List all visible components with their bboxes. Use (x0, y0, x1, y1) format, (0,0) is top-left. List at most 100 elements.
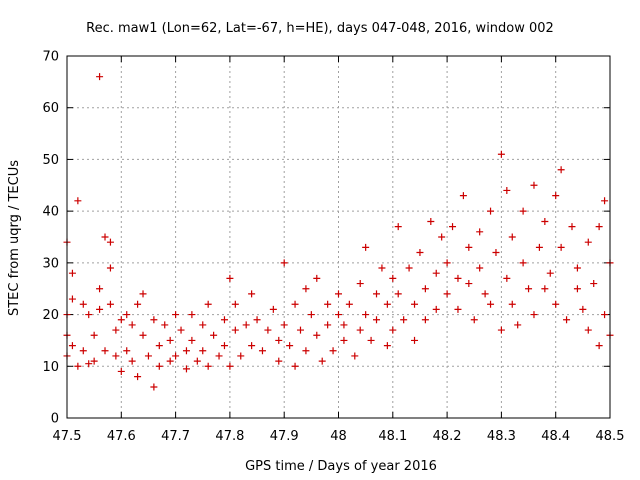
data-point (79, 300, 87, 308)
data-point (389, 274, 397, 282)
data-point (432, 305, 440, 313)
data-point (476, 264, 484, 272)
data-point (394, 290, 402, 298)
data-point (215, 352, 223, 360)
data-point (139, 331, 147, 339)
data-point (117, 367, 125, 375)
data-point (443, 290, 451, 298)
data-point (519, 207, 527, 215)
data-point (74, 197, 82, 205)
data-point (378, 264, 386, 272)
data-point (204, 300, 212, 308)
data-point (155, 342, 163, 350)
data-point (193, 357, 201, 365)
data-point (226, 362, 234, 370)
data-point (519, 259, 527, 267)
data-point (318, 357, 326, 365)
data-point (248, 290, 256, 298)
data-point (503, 274, 511, 282)
y-tick-label: 20 (42, 308, 59, 323)
data-point (465, 243, 473, 251)
x-tick-label: 48 (330, 429, 347, 444)
y-tick-label: 50 (42, 153, 59, 168)
data-point (340, 321, 348, 329)
data-point (68, 295, 76, 303)
x-tick-label: 47.5 (53, 429, 82, 444)
data-point (584, 326, 592, 334)
data-point (123, 347, 131, 355)
data-point (454, 274, 462, 282)
data-point (139, 290, 147, 298)
data-point (389, 326, 397, 334)
data-point (134, 300, 142, 308)
data-point (172, 311, 180, 319)
data-point (166, 336, 174, 344)
data-point (514, 321, 522, 329)
data-point (96, 305, 104, 313)
data-point (324, 321, 332, 329)
data-point (449, 223, 457, 231)
data-point (313, 274, 321, 282)
data-point (487, 207, 495, 215)
data-point (182, 347, 190, 355)
data-point (335, 290, 342, 298)
data-point (85, 311, 93, 319)
data-point (313, 331, 321, 339)
data-point (106, 300, 114, 308)
data-point (280, 259, 288, 267)
data-point (503, 186, 511, 194)
data-point (90, 331, 98, 339)
data-point (383, 300, 391, 308)
data-point (568, 223, 576, 231)
data-point (68, 269, 76, 277)
data-point (231, 300, 239, 308)
data-point (275, 357, 283, 365)
data-point (253, 316, 261, 324)
data-point (210, 331, 218, 339)
data-point (307, 311, 315, 319)
data-point (150, 316, 158, 324)
data-point (112, 352, 120, 360)
data-point (128, 321, 136, 329)
y-tick-label: 10 (42, 360, 59, 375)
plot-frame (66, 55, 611, 419)
x-tick-label: 48.3 (487, 429, 516, 444)
data-point (166, 357, 174, 365)
y-axis-label: STEC from uqrg / TECUs (7, 160, 22, 316)
data-point (373, 290, 381, 298)
data-point (101, 233, 109, 241)
data-point (356, 280, 364, 288)
data-point (595, 223, 603, 231)
data-point (438, 233, 446, 241)
data-point (177, 326, 185, 334)
data-point (552, 300, 560, 308)
x-tick-label: 47.9 (270, 429, 299, 444)
data-point (199, 321, 207, 329)
data-point (525, 285, 533, 293)
data-point (199, 347, 207, 355)
data-point (144, 352, 152, 360)
data-point (459, 192, 467, 200)
data-point (188, 311, 196, 319)
data-point (394, 223, 402, 231)
data-point (351, 352, 359, 360)
data-point (291, 300, 299, 308)
data-point (573, 264, 581, 272)
x-tick-label: 47.6 (107, 429, 136, 444)
data-point (601, 311, 609, 319)
x-tick-label: 48.1 (378, 429, 407, 444)
data-point (481, 290, 489, 298)
data-point (101, 347, 109, 355)
data-point (134, 373, 142, 381)
x-tick-label: 47.7 (161, 429, 190, 444)
data-point (258, 347, 266, 355)
data-point (188, 336, 196, 344)
data-point (427, 217, 435, 225)
x-tick-label: 48.5 (596, 429, 625, 444)
data-point (302, 285, 310, 293)
data-point (411, 300, 419, 308)
data-point (220, 342, 228, 350)
data-point (465, 280, 473, 288)
data-point (573, 285, 581, 293)
